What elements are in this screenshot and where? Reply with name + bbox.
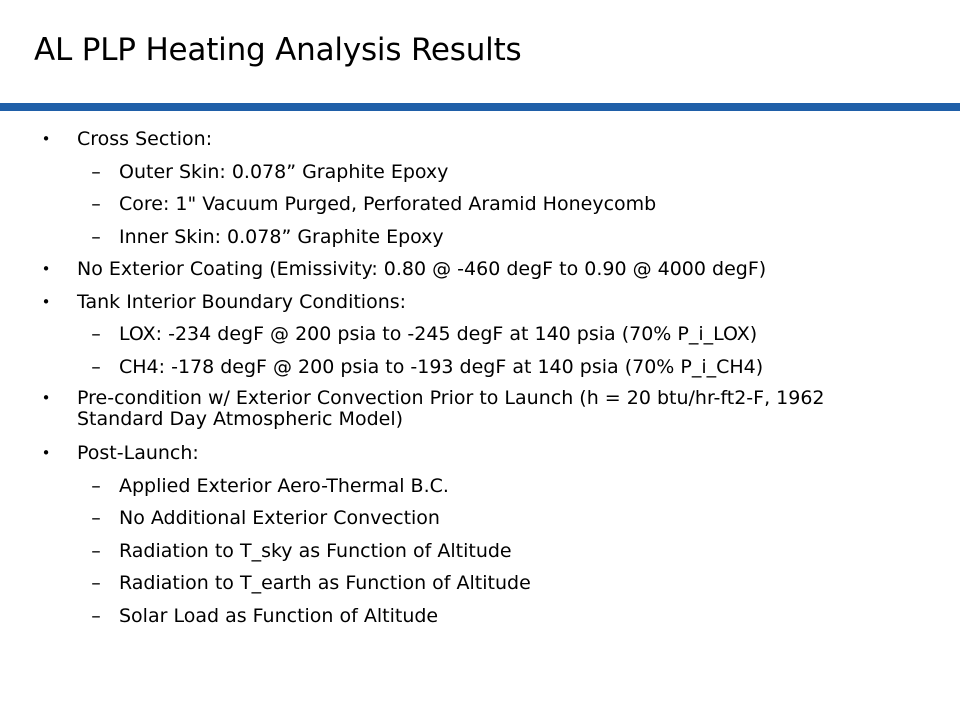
bullet-icon: •	[41, 260, 51, 278]
bullet-item: • Tank Interior Boundary Conditions:	[0, 286, 960, 319]
dash-icon: –	[91, 539, 101, 562]
dash-icon: –	[91, 572, 101, 594]
sub-bullet-text: Radiation to T_earth as Function of Alti…	[119, 572, 531, 594]
bullet-icon: •	[41, 444, 51, 462]
dash-icon: –	[91, 355, 101, 378]
sub-bullet-item: – Radiation to T_sky as Function of Altit…	[0, 535, 960, 568]
dash-icon: –	[91, 193, 101, 215]
sub-bullet-text: Solar Load as Function of Altitude	[119, 604, 439, 627]
sub-bullet-item: – Solar Load as Function of Altitude	[0, 600, 960, 633]
sub-bullet-item: – Outer Skin: 0.078” Graphite Epoxy	[0, 156, 960, 189]
bullet-icon: •	[41, 130, 51, 148]
bullet-icon: •	[41, 389, 51, 407]
sub-bullet-item: – CH4: -178 degF @ 200 psia to -193 degF …	[0, 351, 960, 384]
bullet-icon: •	[41, 292, 51, 311]
dash-icon: –	[91, 604, 101, 627]
dash-icon: –	[91, 474, 101, 497]
sub-bullet-text: Outer Skin: 0.078” Graphite Epoxy	[119, 160, 449, 183]
sub-bullet-text: CH4: -178 degF @ 200 psia to -193 degF a…	[119, 355, 764, 378]
bullet-list: • Cross Section: – Outer Skin: 0.078” Grap…	[0, 123, 960, 632]
bullet-text: Pre-condition w/ Exterior Convection Pri…	[77, 387, 825, 430]
sub-bullet-text: Core: 1" Vacuum Purged, Perforated Arami…	[119, 193, 657, 215]
bullet-text: No Exterior Coating (Emissivity: 0.80 @ …	[77, 258, 767, 280]
sub-bullet-item: – Radiation to T_earth as Function of Alt…	[0, 567, 960, 600]
sub-bullet-text: LOX: -234 degF @ 200 psia to -245 degF a…	[119, 323, 758, 345]
sub-bullet-item: – Inner Skin: 0.078” Graphite Epoxy	[0, 221, 960, 254]
dash-icon: –	[91, 160, 101, 183]
bullet-item: • Pre-condition w/ Exterior Convection Pr…	[0, 383, 877, 437]
dash-icon: –	[91, 225, 101, 248]
dash-icon: –	[91, 507, 101, 529]
sub-bullet-item: – Applied Exterior Aero-Thermal B.C.	[0, 470, 960, 503]
bullet-item: • Cross Section:	[0, 123, 960, 156]
sub-bullet-item: – LOX: -234 degF @ 200 psia to -245 degF …	[0, 318, 960, 351]
sub-bullet-text: Inner Skin: 0.078” Graphite Epoxy	[119, 225, 444, 248]
sub-bullet-item: – No Additional Exterior Convection	[0, 502, 960, 535]
sub-bullet-text: Radiation to T_sky as Function of Altitu…	[119, 539, 512, 562]
sub-bullet-text: No Additional Exterior Convection	[119, 507, 440, 529]
slide-title: AL PLP Heating Analysis Results	[34, 32, 522, 68]
sub-bullet-text: Applied Exterior Aero-Thermal B.C.	[119, 474, 449, 497]
bullet-item: • Post-Launch:	[0, 437, 960, 470]
sub-bullet-item: – Core: 1" Vacuum Purged, Perforated Aram…	[0, 188, 960, 221]
bullet-text: Cross Section:	[77, 128, 213, 150]
bullet-item: • No Exterior Coating (Emissivity: 0.80 @…	[0, 253, 960, 286]
bullet-text: Post-Launch:	[77, 442, 199, 464]
title-divider	[0, 103, 960, 111]
dash-icon: –	[91, 323, 101, 345]
bullet-text: Tank Interior Boundary Conditions:	[77, 290, 407, 313]
